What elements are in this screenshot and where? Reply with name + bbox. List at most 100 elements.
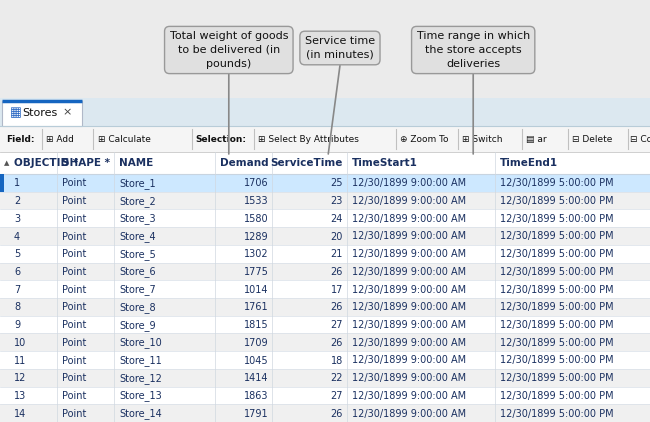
Text: 1709: 1709 <box>244 338 268 348</box>
Text: 12/30/1899 5:00:00 PM: 12/30/1899 5:00:00 PM <box>500 373 614 383</box>
Text: 1863: 1863 <box>244 391 268 401</box>
Text: 12/30/1899 9:00:00 AM: 12/30/1899 9:00:00 AM <box>352 408 466 419</box>
Text: ⊟ Delete: ⊟ Delete <box>572 135 612 144</box>
Text: Point: Point <box>62 320 86 330</box>
Text: 18: 18 <box>331 355 343 365</box>
Bar <box>0 298 650 316</box>
Text: 12/30/1899 5:00:00 PM: 12/30/1899 5:00:00 PM <box>500 285 614 295</box>
Text: ▲: ▲ <box>4 160 9 167</box>
Bar <box>0 333 650 351</box>
Text: 1014: 1014 <box>244 285 268 295</box>
Text: Field:: Field: <box>6 135 34 144</box>
Text: 12/30/1899 9:00:00 AM: 12/30/1899 9:00:00 AM <box>352 232 466 241</box>
Bar <box>0 174 650 192</box>
Text: Point: Point <box>62 267 86 277</box>
Text: 26: 26 <box>331 267 343 277</box>
Text: Store_8: Store_8 <box>120 302 156 313</box>
Text: 1414: 1414 <box>244 373 268 383</box>
Text: 12/30/1899 9:00:00 AM: 12/30/1899 9:00:00 AM <box>352 320 466 330</box>
Text: 1791: 1791 <box>244 408 268 419</box>
Text: Store_3: Store_3 <box>120 214 156 224</box>
Text: 14: 14 <box>14 408 26 419</box>
Text: Store_1: Store_1 <box>120 178 156 189</box>
Text: 1775: 1775 <box>244 267 268 277</box>
Text: 12/30/1899 9:00:00 AM: 12/30/1899 9:00:00 AM <box>352 391 466 401</box>
Text: SHAPE *: SHAPE * <box>62 159 110 168</box>
Text: 4: 4 <box>14 232 20 241</box>
Text: 12/30/1899 5:00:00 PM: 12/30/1899 5:00:00 PM <box>500 232 614 241</box>
Text: Store_11: Store_11 <box>120 355 162 366</box>
Text: Store_12: Store_12 <box>120 373 162 384</box>
Text: 26: 26 <box>331 302 343 312</box>
Text: Point: Point <box>62 249 86 259</box>
Text: 12/30/1899 5:00:00 PM: 12/30/1899 5:00:00 PM <box>500 302 614 312</box>
Text: 12/30/1899 9:00:00 AM: 12/30/1899 9:00:00 AM <box>352 302 466 312</box>
Text: 27: 27 <box>331 320 343 330</box>
Bar <box>0 126 650 152</box>
Text: TimeEnd1: TimeEnd1 <box>500 159 558 168</box>
Text: Point: Point <box>62 285 86 295</box>
Text: 12/30/1899 5:00:00 PM: 12/30/1899 5:00:00 PM <box>500 391 614 401</box>
Bar <box>2 101 82 126</box>
Text: ⊞ Calculate: ⊞ Calculate <box>98 135 151 144</box>
Bar <box>0 209 650 227</box>
Text: Service time
(in minutes): Service time (in minutes) <box>305 36 375 60</box>
Text: Store_14: Store_14 <box>120 408 162 419</box>
Text: Point: Point <box>62 214 86 224</box>
Text: ×: × <box>62 108 72 117</box>
Text: 3: 3 <box>14 214 20 224</box>
Text: 20: 20 <box>331 232 343 241</box>
Text: 1289: 1289 <box>244 232 268 241</box>
Text: 6: 6 <box>14 267 20 277</box>
Text: Point: Point <box>62 179 86 188</box>
Text: 1533: 1533 <box>244 196 268 206</box>
Text: Store_5: Store_5 <box>120 249 156 260</box>
Text: OBJECTID *: OBJECTID * <box>14 159 78 168</box>
Text: 12/30/1899 9:00:00 AM: 12/30/1899 9:00:00 AM <box>352 249 466 259</box>
Text: 12/30/1899 5:00:00 PM: 12/30/1899 5:00:00 PM <box>500 249 614 259</box>
Text: 9: 9 <box>14 320 20 330</box>
Text: 7: 7 <box>14 285 20 295</box>
Text: 12/30/1899 5:00:00 PM: 12/30/1899 5:00:00 PM <box>500 196 614 206</box>
Text: Selection:: Selection: <box>195 135 246 144</box>
Text: 10: 10 <box>14 338 26 348</box>
Text: Point: Point <box>62 408 86 419</box>
Bar <box>0 351 650 369</box>
Text: 11: 11 <box>14 355 26 365</box>
Bar <box>0 280 650 298</box>
Text: 12/30/1899 5:00:00 PM: 12/30/1899 5:00:00 PM <box>500 179 614 188</box>
Text: Store_6: Store_6 <box>120 266 156 277</box>
Bar <box>0 369 650 387</box>
Text: Point: Point <box>62 196 86 206</box>
Text: ▦: ▦ <box>10 106 21 119</box>
Text: 12/30/1899 9:00:00 AM: 12/30/1899 9:00:00 AM <box>352 373 466 383</box>
Text: 26: 26 <box>331 408 343 419</box>
Text: 21: 21 <box>331 249 343 259</box>
Text: 1: 1 <box>14 179 20 188</box>
Text: Store_7: Store_7 <box>120 284 156 295</box>
Bar <box>0 152 650 174</box>
Text: 25: 25 <box>331 179 343 188</box>
Text: 1706: 1706 <box>244 179 268 188</box>
Text: Store_2: Store_2 <box>120 196 156 206</box>
Text: Store_9: Store_9 <box>120 319 156 330</box>
Text: 1815: 1815 <box>244 320 268 330</box>
Text: Total weight of goods
to be delivered (in
pounds): Total weight of goods to be delivered (i… <box>170 31 288 69</box>
Text: 12/30/1899 5:00:00 PM: 12/30/1899 5:00:00 PM <box>500 338 614 348</box>
Text: 23: 23 <box>331 196 343 206</box>
Text: 1045: 1045 <box>244 355 268 365</box>
Text: NAME: NAME <box>120 159 153 168</box>
Text: 12/30/1899 5:00:00 PM: 12/30/1899 5:00:00 PM <box>500 267 614 277</box>
Text: ▤ ar: ▤ ar <box>526 135 547 144</box>
Text: 12/30/1899 9:00:00 AM: 12/30/1899 9:00:00 AM <box>352 179 466 188</box>
Text: Point: Point <box>62 391 86 401</box>
Text: Point: Point <box>62 302 86 312</box>
Text: 1302: 1302 <box>244 249 268 259</box>
Text: ⊕ Zoom To: ⊕ Zoom To <box>400 135 448 144</box>
Text: Point: Point <box>62 355 86 365</box>
Bar <box>0 174 4 192</box>
Bar <box>0 98 650 126</box>
Text: 1580: 1580 <box>244 214 268 224</box>
Text: Point: Point <box>62 338 86 348</box>
Bar <box>0 316 650 333</box>
